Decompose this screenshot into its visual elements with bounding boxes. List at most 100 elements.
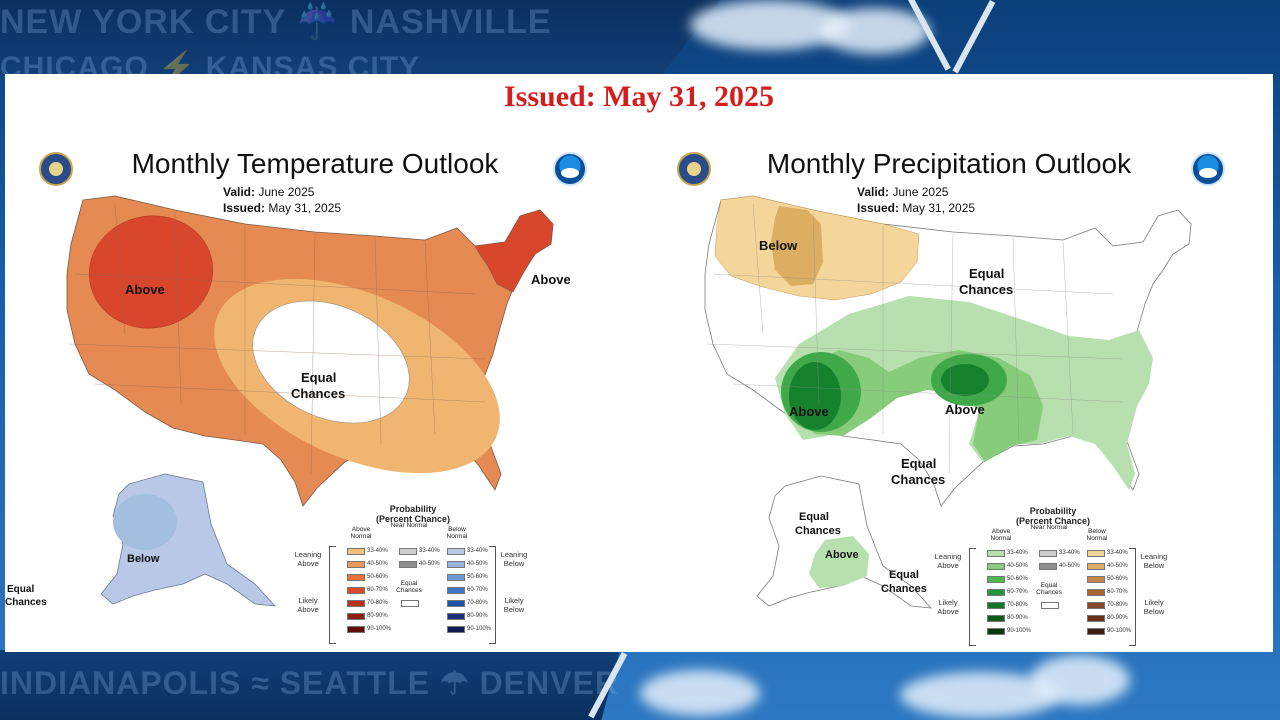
legend-col-near: Near Normal — [1030, 524, 1068, 531]
label-equal-1: Equal — [301, 370, 336, 385]
near-swatch — [399, 561, 417, 568]
legend-likely-above: Likely Above — [937, 598, 959, 616]
above-swatch-label: 40-50% — [367, 561, 388, 567]
legend-equal-swatch — [1041, 602, 1059, 609]
below-swatch — [1087, 589, 1105, 596]
temperature-meta: Valid: June 2025 Issued: May 31, 2025 — [223, 184, 341, 216]
legend-title-2: (Percent Chance) — [1015, 516, 1091, 526]
label-equal-south-2: Chances — [891, 472, 945, 487]
above-swatch-label: 80-90% — [367, 613, 388, 619]
precipitation-legend: Probability (Percent Chance) Above Norma… — [929, 506, 1179, 646]
label-below-north: Below — [759, 238, 798, 253]
below-swatch — [1087, 550, 1105, 557]
sw-above-core — [789, 362, 841, 430]
green-leaning-band — [775, 296, 1153, 490]
legend-col-above: Above Normal — [350, 526, 372, 540]
near-swatch-label: 40-50% — [419, 561, 440, 567]
label-equal-north-1: Equal — [969, 266, 1004, 281]
above-swatch-label: 70-80% — [367, 600, 388, 606]
below-swatch-label: 70-80% — [1107, 602, 1128, 608]
above-swatch-label: 90-100% — [1007, 628, 1032, 634]
legend-leaning-below: Leaning Below — [500, 550, 528, 568]
legend-likely-above: Likely Above — [297, 596, 319, 614]
temperature-legend: Probability (Percent Chance) Above Norma… — [289, 504, 539, 644]
legend-bracket-left — [969, 548, 976, 646]
above-swatch — [347, 626, 365, 633]
above-swatch — [987, 628, 1005, 635]
precipitation-outlook: Monthly Precipitation Outlook Valid: Jun… — [639, 144, 1259, 649]
near-swatch — [1039, 550, 1057, 557]
legend-title-1: Probability — [389, 504, 437, 514]
above-swatch-label: 40-50% — [1007, 563, 1028, 569]
above-swatch-label: 70-80% — [1007, 602, 1028, 608]
below-swatch — [447, 548, 465, 555]
below-swatch-label: 90-100% — [1107, 628, 1132, 634]
above-swatch — [987, 576, 1005, 583]
below-swatch-label: 90-100% — [467, 626, 492, 632]
temperature-outlook: Monthly Temperature Outlook Valid: June … — [5, 144, 625, 649]
valid-value: June 2025 — [258, 185, 315, 199]
valid-label: Valid: — [857, 185, 890, 199]
valid-value: June 2025 — [892, 185, 949, 199]
above-swatch-label: 50-60% — [1007, 576, 1028, 582]
below-swatch-label: 70-80% — [467, 600, 488, 606]
above-swatch — [347, 574, 365, 581]
legend-equal-chances: Equal Chances — [396, 580, 422, 594]
label-equal-north-2: Chances — [959, 282, 1013, 297]
below-swatch-label: 33-40% — [1107, 550, 1128, 556]
below-swatch-label: 50-60% — [1107, 576, 1128, 582]
city-banner-top: NEW YORK CITY ☔ NASHVILLE CHICAGO ⚡ KANS… — [0, 0, 720, 74]
central-above-core — [941, 364, 989, 396]
issued-label: Issued: — [857, 201, 900, 215]
alaska-above-region — [809, 536, 869, 588]
doc-seal-icon — [677, 152, 711, 186]
legend-bracket-right — [1129, 548, 1136, 646]
northeast-above-region — [474, 209, 554, 293]
cloud — [1030, 655, 1130, 705]
above-swatch-label: 33-40% — [367, 548, 388, 554]
legend-title-2: (Percent Chance) — [375, 514, 451, 524]
doc-seal-icon — [39, 152, 73, 186]
below-swatch — [447, 600, 465, 607]
issued-banner: Issued: May 31, 2025 — [503, 80, 774, 113]
legend-leaning-above: Leaning Above — [294, 550, 322, 568]
temperature-map: Above Above Equal Chances Below Equal Ch… — [5, 195, 571, 608]
above-swatch-label: 80-90% — [1007, 615, 1028, 621]
below-swatch — [447, 574, 465, 581]
below-swatch — [1087, 602, 1105, 609]
above-swatch — [347, 600, 365, 607]
city-names-bottom: INDIANAPOLIS ≈ SEATTLE ☂ DENVER — [0, 665, 619, 701]
state-lines — [706, 203, 1124, 475]
legend-col-below: Below Normal — [446, 526, 468, 540]
issued-value: May 31, 2025 — [268, 201, 342, 215]
legend-bracket-left — [329, 546, 336, 644]
above-swatch — [347, 613, 365, 620]
noaa-logo-icon — [553, 152, 587, 186]
valid-label: Valid: — [223, 185, 256, 199]
label-above-west: Above — [125, 282, 165, 297]
near-swatch — [399, 548, 417, 555]
west-above-region — [88, 215, 214, 329]
below-swatch — [447, 626, 465, 633]
legend-likely-below: Likely Below — [1143, 598, 1165, 616]
label-equal-south-1: Equal — [901, 456, 936, 471]
below-swatch-label: 50-60% — [467, 574, 488, 580]
above-swatch-label: 50-60% — [367, 574, 388, 580]
legend-col-above: Above Normal — [990, 528, 1012, 542]
legend-col-below: Below Normal — [1086, 528, 1108, 542]
below-swatch — [1087, 628, 1105, 635]
label-equal-2: Chances — [291, 386, 345, 401]
label-above-northeast: Above — [531, 272, 571, 287]
above-swatch — [347, 561, 365, 568]
near-swatch — [1039, 563, 1057, 570]
above-swatch — [987, 602, 1005, 609]
cloud — [640, 670, 760, 716]
label-equal-ak-2: Chances — [5, 597, 47, 608]
label-equal-ak-1: Equal — [7, 584, 34, 595]
below-swatch-label: 33-40% — [467, 548, 488, 554]
legend-leaning-below: Leaning Below — [1140, 552, 1168, 570]
state-lines — [68, 203, 486, 475]
noaa-logo-icon — [1191, 152, 1225, 186]
near-swatch-label: 33-40% — [1059, 550, 1080, 556]
below-swatch-label: 40-50% — [1107, 563, 1128, 569]
